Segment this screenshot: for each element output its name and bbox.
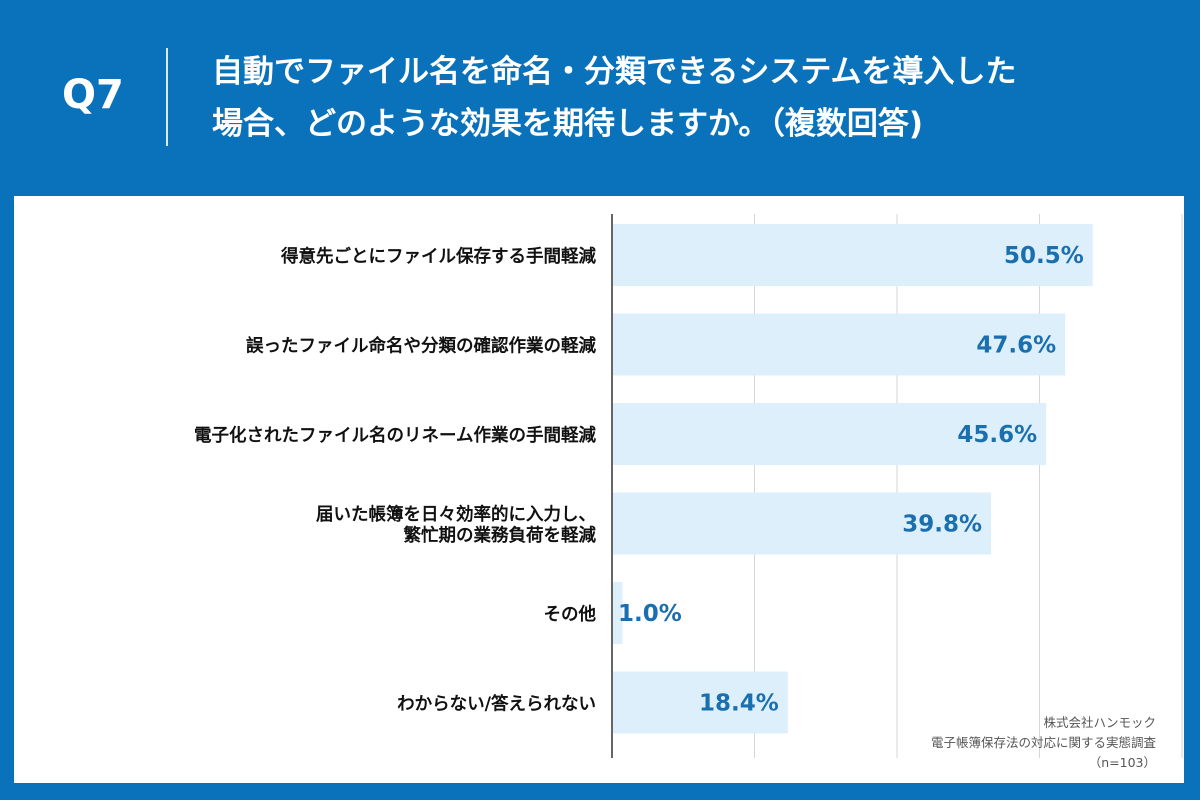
- question-line-2: 場合、どのような効果を期待しますか。（複数回答): [212, 106, 924, 142]
- data-label: 45.6%: [957, 422, 1037, 448]
- category-label: わからない/答えられない: [397, 694, 596, 715]
- category-label: 電子化されたファイル名のリネーム作業の手間軽減: [194, 425, 596, 446]
- category-label: 得意先ごとにファイル保存する手間軽減: [280, 246, 596, 267]
- data-label: 50.5%: [1004, 243, 1084, 269]
- source-company: 株式会社ハンモック: [1043, 715, 1156, 730]
- bar-chart: 50.5% 得意先ごとにファイル保存する手間軽減 47.6% 誤ったファイル命名や分類…: [194, 214, 1183, 758]
- category-label: 届いた帳簿を日々効率的に入力し、: [316, 504, 596, 525]
- category-label: その他: [544, 604, 597, 625]
- bar: [613, 224, 1093, 286]
- question-number: Q7: [62, 72, 124, 118]
- bar: [613, 403, 1047, 465]
- header-divider: [166, 48, 168, 146]
- source-survey: 電子帳簿保存法の対応に関する実態調査: [930, 735, 1156, 750]
- data-label: 1.0%: [618, 601, 682, 627]
- bar: [613, 671, 788, 734]
- category-label: 繁忙期の業務負荷を軽減: [403, 525, 597, 546]
- bar: [613, 582, 623, 644]
- question-text: 自動でファイル名を命名・分類できるシステムを導入した 場合、どのような効果を期待…: [212, 46, 1172, 150]
- question-line-1: 自動でファイル名を命名・分類できるシステムを導入した: [212, 54, 1017, 90]
- data-label: 18.4%: [699, 691, 779, 717]
- data-label: 39.8%: [902, 512, 982, 538]
- bar: [613, 492, 992, 555]
- bar: [613, 313, 1066, 376]
- chart-panel: 50.5% 得意先ごとにファイル保存する手間軽減 47.6% 誤ったファイル命名や分類…: [14, 196, 1184, 783]
- category-label: 誤ったファイル命名や分類の確認作業の軽減: [246, 336, 596, 357]
- source-sample-size: （n=103）: [1088, 755, 1156, 770]
- source-note: 株式会社ハンモック 電子帳簿保存法の対応に関する実態調査 （n=103）: [931, 713, 1156, 773]
- data-label: 47.6%: [976, 333, 1056, 359]
